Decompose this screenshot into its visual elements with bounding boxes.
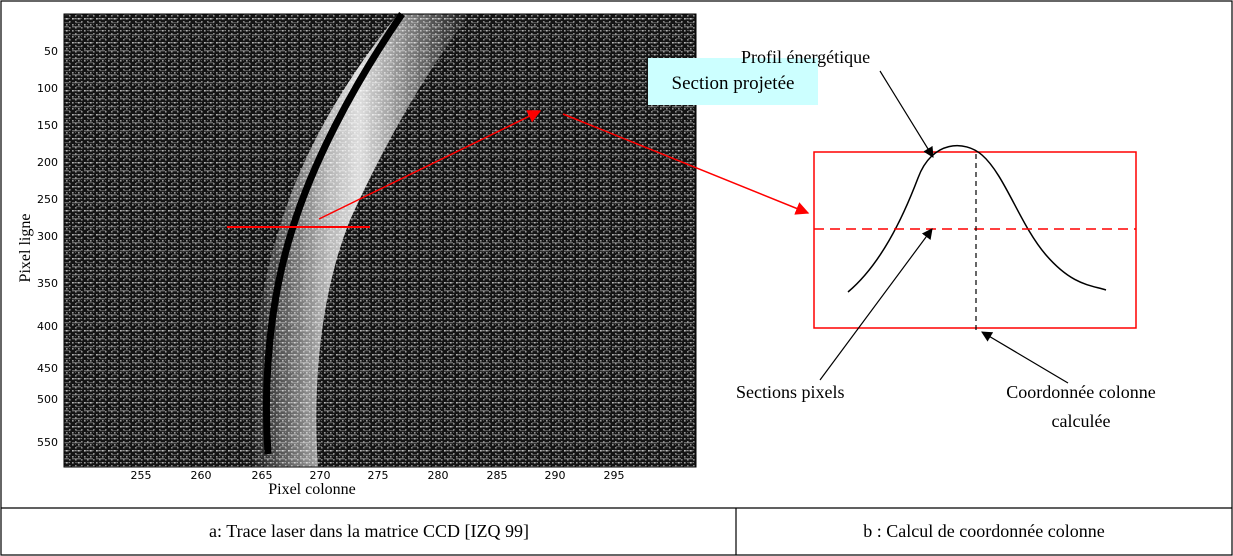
callout-arrow-right: [562, 113, 810, 215]
y-tick-label: 300: [37, 230, 58, 243]
x-axis-label: Pixel colonne: [268, 481, 356, 498]
y-tick-label: 50: [44, 45, 58, 58]
y-tick-label: 500: [37, 393, 58, 406]
y-tick-label: 400: [37, 320, 58, 333]
y-tick-label: 200: [37, 156, 58, 169]
x-tick-label: 285: [487, 469, 508, 482]
callout-arrow-left: [318, 110, 542, 220]
energy-profile-label: Profil énergétique: [741, 47, 870, 67]
coordinate-arrow: [981, 331, 1069, 384]
x-tick-label: 290: [545, 469, 566, 482]
x-tick-label: 295: [604, 469, 625, 482]
computed-column-label-line1: Coordonnée colonne: [1006, 382, 1155, 402]
x-axis-ticks: 255 260 265 270 275 280 285 290 295: [131, 469, 625, 482]
x-tick-label: 270: [310, 469, 331, 482]
x-tick-label: 255: [131, 469, 152, 482]
y-axis-ticks: 50 100 150 200 250 300 350 400 450 500 5…: [37, 45, 58, 449]
x-tick-label: 260: [191, 469, 212, 482]
energy-profile-curve: [847, 144, 1107, 293]
y-tick-label: 250: [37, 193, 58, 206]
y-tick-label: 450: [37, 362, 58, 375]
profile-diagram: [813, 144, 1137, 330]
y-tick-label: 150: [37, 119, 58, 132]
y-tick-label: 550: [37, 436, 58, 449]
ccd-image: [63, 12, 697, 468]
y-tick-label: 100: [37, 82, 58, 95]
laser-trace: [262, 12, 405, 455]
sections-arrow: [819, 228, 933, 381]
section-callout-label: Section projetée: [672, 73, 795, 94]
x-tick-label: 265: [252, 469, 273, 482]
x-tick-label: 275: [368, 469, 389, 482]
caption-a: a: Trace laser dans la matrice CCD [IZQ …: [209, 521, 529, 541]
pixel-sections-label: Sections pixels: [736, 382, 845, 402]
section-callout: Section projetée: [648, 58, 818, 105]
profile-arrow: [879, 70, 934, 158]
caption-b: b : Calcul de coordonnée colonne: [863, 521, 1104, 541]
computed-column-label-line2: calculée: [1052, 411, 1111, 431]
y-axis-label: Pixel ligne: [17, 214, 34, 283]
x-tick-label: 280: [428, 469, 449, 482]
y-tick-label: 350: [37, 277, 58, 290]
